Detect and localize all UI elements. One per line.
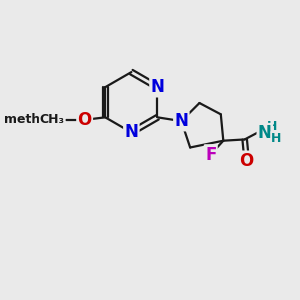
Text: methoxy: methoxy [4,113,64,126]
Text: N: N [258,124,272,142]
Text: N: N [151,78,164,96]
Text: O: O [240,152,254,170]
Text: H: H [271,132,281,145]
Text: O: O [77,111,92,129]
Text: N: N [174,112,188,130]
Text: N: N [124,123,138,141]
Text: H: H [267,120,278,134]
Text: F: F [205,146,216,164]
Text: CH₃: CH₃ [40,113,64,126]
